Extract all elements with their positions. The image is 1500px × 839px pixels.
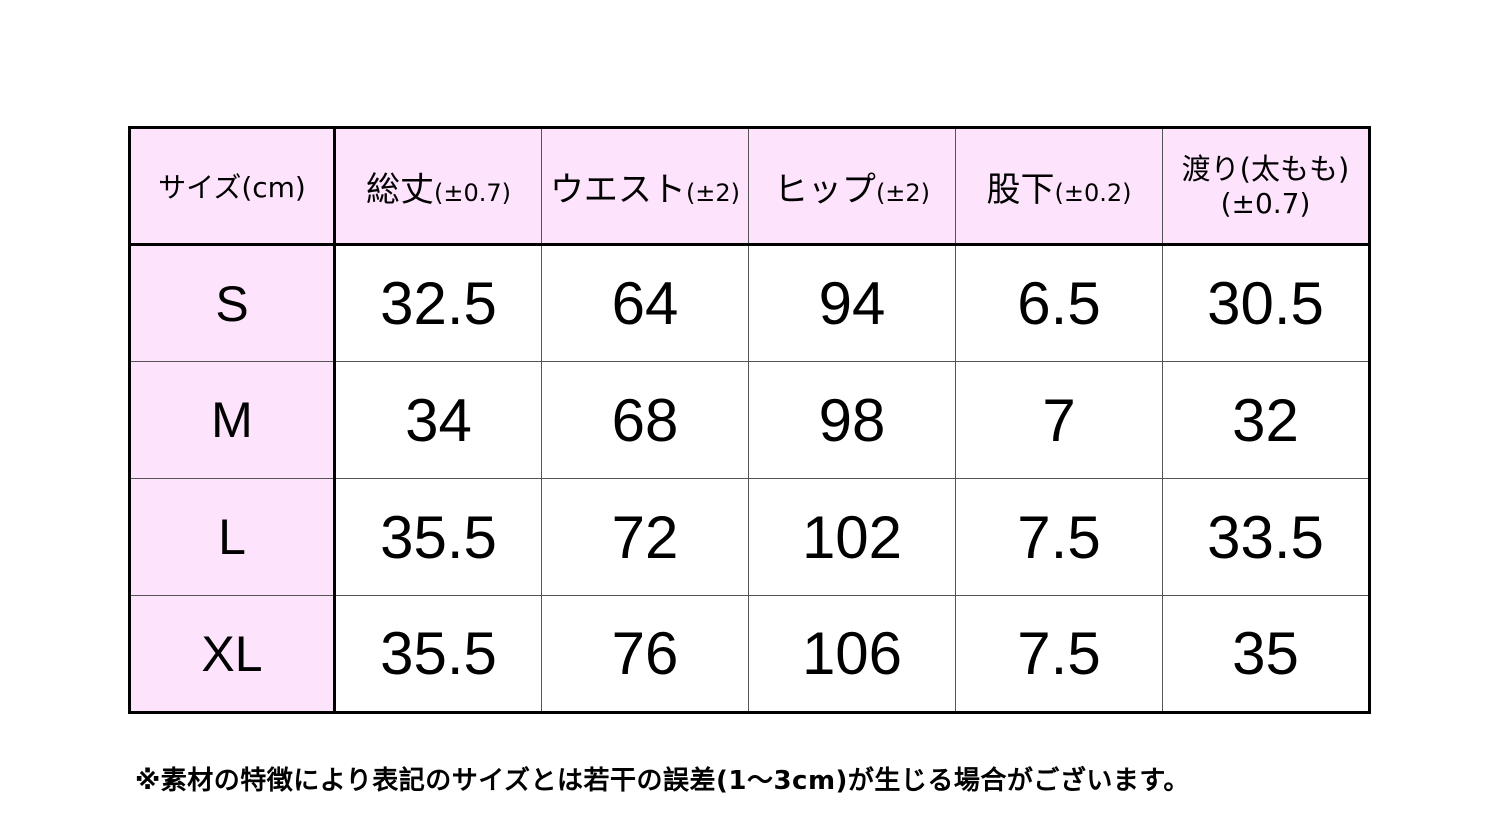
header-hip: ヒップ(±2) xyxy=(748,127,956,246)
measurement-cell: 7.5 xyxy=(955,595,1163,713)
header-row: サイズ(cm) 総丈(±0.7) ウエスト(±2) ヒップ(±2) 股下(±0.… xyxy=(129,127,1370,246)
header-inseam: 股下(±0.2) xyxy=(955,127,1163,246)
header-size: サイズ(cm) xyxy=(129,127,336,246)
table-row: XL 35.5 76 106 7.5 35 xyxy=(129,595,1370,713)
header-tolerance: (±2) xyxy=(685,178,741,207)
measurement-cell: 35.5 xyxy=(334,595,542,713)
measurement-cell: 94 xyxy=(748,244,956,362)
measurement-cell: 32 xyxy=(1162,361,1370,479)
measurement-cell: 7.5 xyxy=(955,478,1163,596)
measurement-cell: 32.5 xyxy=(334,244,542,362)
header-label: 総丈 xyxy=(365,169,434,210)
header-tolerance: (±2) xyxy=(875,178,931,207)
header-label: ウエスト xyxy=(549,169,686,210)
measurement-cell: 35 xyxy=(1162,595,1370,713)
measurement-cell: 64 xyxy=(541,244,749,362)
header-tolerance: (±0.2) xyxy=(1054,178,1132,207)
header-waist: ウエスト(±2) xyxy=(541,127,749,246)
measurement-cell: 102 xyxy=(748,478,956,596)
measurement-cell: 7 xyxy=(955,361,1163,479)
header-length: 総丈(±0.7) xyxy=(334,127,542,246)
header-tolerance: (±0.7) xyxy=(433,178,511,207)
measurement-cell: 30.5 xyxy=(1162,244,1370,362)
size-label: S xyxy=(129,244,336,362)
measurement-cell: 72 xyxy=(541,478,749,596)
header-tolerance: (±0.7) xyxy=(1220,186,1311,220)
measurement-cell: 35.5 xyxy=(334,478,542,596)
table-row: M 34 68 98 7 32 xyxy=(129,361,1370,479)
size-label: XL xyxy=(129,595,336,713)
header-label: ヒップ xyxy=(773,169,876,210)
size-note: ※素材の特徴により表記のサイズとは若干の誤差(1〜3cm)が生じる場合がございま… xyxy=(135,766,1190,796)
measurement-cell: 68 xyxy=(541,361,749,479)
size-label: L xyxy=(129,478,336,596)
table-row: L 35.5 72 102 7.5 33.5 xyxy=(129,478,1370,596)
measurement-cell: 98 xyxy=(748,361,956,479)
measurement-cell: 106 xyxy=(748,595,956,713)
header-label: 渡り(太もも) xyxy=(1181,151,1350,186)
measurement-cell: 6.5 xyxy=(955,244,1163,362)
measurement-cell: 34 xyxy=(334,361,542,479)
measurement-cell: 76 xyxy=(541,595,749,713)
header-label: サイズ(cm) xyxy=(158,171,306,204)
header-thigh: 渡り(太もも) (±0.7) xyxy=(1162,127,1370,246)
table-row: S 32.5 64 94 6.5 30.5 xyxy=(129,244,1370,362)
size-chart-table: サイズ(cm) 総丈(±0.7) ウエスト(±2) ヒップ(±2) 股下(±0.… xyxy=(128,126,1371,714)
measurement-cell: 33.5 xyxy=(1162,478,1370,596)
header-label: 股下 xyxy=(986,169,1055,210)
size-label: M xyxy=(129,361,336,479)
